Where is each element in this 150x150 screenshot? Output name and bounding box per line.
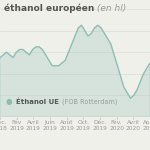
Text: Éthanol UE: Éthanol UE bbox=[16, 99, 60, 105]
Text: éthanol européen: éthanol européen bbox=[4, 4, 95, 13]
Text: ●: ● bbox=[6, 97, 13, 106]
Text: (en hl): (en hl) bbox=[94, 4, 127, 13]
Text: (FOB Rotterdam): (FOB Rotterdam) bbox=[60, 99, 117, 105]
